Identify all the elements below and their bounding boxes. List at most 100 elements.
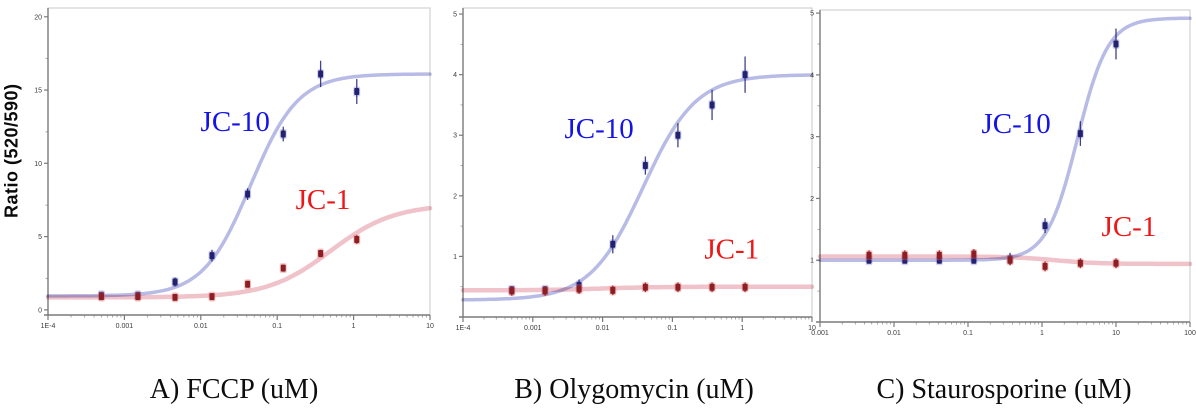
data-point: [209, 293, 215, 301]
jc10-data-series: [508, 56, 749, 295]
x-tick-label: 10: [426, 323, 434, 330]
jc1-series-label: JC-1: [1102, 211, 1157, 243]
y-axis-title: Ratio (520/590): [1, 83, 22, 218]
data-point: [1077, 130, 1083, 138]
jc10-fit-curve: [461, 73, 814, 302]
data-point: [280, 130, 286, 138]
jc10-data-series: [97, 60, 361, 301]
jc1-data-series: [97, 234, 361, 303]
jc1-data-series: [865, 249, 1120, 272]
y-tick-label: 4: [810, 72, 814, 79]
x-tick-label: 1: [740, 325, 744, 332]
y-tick-label: 0: [38, 307, 42, 314]
data-point: [866, 251, 872, 259]
y-tick-label: 5: [453, 12, 457, 19]
y-tick-label: 5: [810, 11, 814, 18]
x-tick-label: 100: [1184, 330, 1196, 337]
data-point: [742, 283, 748, 291]
panel-a: 1E-4 0.001 0.01 0.1 1 10 0 5 10 15 20 JC-10 JC-1: [34, 7, 434, 330]
data-point: [318, 70, 324, 78]
jc1-fit-curve: [460, 284, 815, 293]
jc10-series-label: JC-10: [981, 108, 1050, 140]
data-point: [742, 71, 748, 79]
data-point: [642, 283, 648, 291]
data-point: [1042, 222, 1048, 230]
plot-border: [819, 9, 1191, 323]
x-tick-label: 0.1: [272, 323, 282, 330]
data-point: [971, 250, 977, 258]
data-point: [354, 236, 360, 244]
jc10-fit-curve: [818, 16, 1192, 262]
caption-panel-c: C) Staurosporine (uM): [876, 374, 1132, 405]
plot-border: [47, 7, 431, 316]
data-point: [1113, 40, 1119, 48]
data-point: [709, 101, 715, 109]
data-point: [971, 256, 977, 264]
y-tick-label: 10: [34, 161, 42, 168]
data-point: [318, 249, 324, 257]
jc10-data-series: [865, 28, 1120, 266]
data-point: [576, 285, 582, 293]
y-tick-label: 20: [34, 14, 42, 21]
x-tick-label: 0.1: [963, 330, 973, 337]
jc1-fit-curve: [45, 205, 433, 300]
data-point: [642, 162, 648, 170]
x-tick-label: 0.01: [887, 330, 901, 337]
jc10-fit-curve: [46, 72, 432, 298]
caption-panel-b: B) Olygomycin (uM): [514, 374, 754, 405]
data-point: [172, 278, 178, 286]
data-point: [902, 251, 908, 259]
data-point: [245, 280, 251, 288]
x-tick-label: 1: [1040, 330, 1044, 337]
x-tick-label: 0.01: [596, 325, 610, 332]
data-point: [709, 283, 715, 291]
data-point: [610, 240, 616, 248]
data-point: [172, 293, 178, 301]
x-tick-label: 1: [352, 323, 356, 330]
y-tick-label: 3: [810, 134, 814, 141]
y-tick-label: 1: [810, 258, 814, 265]
x-tick-label: 1E-4: [456, 325, 471, 332]
x-tick-label: 0.1: [668, 325, 678, 332]
y-tick-label: 15: [34, 88, 42, 95]
data-point: [98, 293, 104, 301]
jc10-series-label: JC-10: [201, 106, 270, 138]
caption-panel-a: A) FCCP (uM): [149, 374, 319, 405]
y-tick-label: 1: [453, 254, 457, 261]
jc1-series-label: JC-1: [296, 184, 351, 216]
x-tick-label: 10: [808, 325, 816, 332]
data-point: [542, 287, 548, 295]
data-point: [936, 251, 942, 259]
x-tick-label: 0.001: [811, 330, 829, 337]
data-point: [610, 286, 616, 294]
data-point: [509, 287, 515, 295]
y-tick-label: 3: [453, 133, 457, 140]
data-point: [245, 190, 251, 198]
x-tick-label: 1E-4: [41, 323, 56, 330]
jc10-series-label: JC-10: [564, 113, 633, 145]
data-point: [280, 264, 286, 272]
panel-c: 0.001 0.01 0.1 1 10 100 1 2 3 4 5 JC-10 JC-1: [810, 9, 1196, 337]
data-point: [675, 283, 681, 291]
x-tick-label: 0.01: [194, 323, 208, 330]
jc1-data-series: [508, 282, 749, 296]
jc1-series-label: JC-1: [704, 233, 759, 265]
data-point: [1042, 262, 1048, 270]
data-point: [209, 252, 215, 260]
x-tick-label: 0.001: [116, 323, 134, 330]
data-point: [1007, 256, 1013, 264]
x-tick-label: 10: [1112, 330, 1120, 337]
x-tick-label: 0.001: [524, 325, 542, 332]
data-point: [1113, 259, 1119, 267]
plot-border: [462, 7, 813, 318]
y-tick-label: 2: [453, 193, 457, 200]
panel-b: 1E-4 0.001 0.01 0.1 1 10 1 2 3 4 5 JC-10 JC-1: [453, 7, 816, 332]
y-tick-label: 2: [810, 196, 814, 203]
dose-response-plots: 1E-4 0.001 0.01 0.1 1 1005101520JC-10JC-11E-4…: [34, 7, 1196, 337]
data-point: [675, 131, 681, 139]
y-tick-label: 5: [38, 234, 42, 241]
data-point: [135, 293, 141, 301]
y-tick-label: 4: [453, 72, 457, 79]
data-point: [354, 88, 360, 96]
